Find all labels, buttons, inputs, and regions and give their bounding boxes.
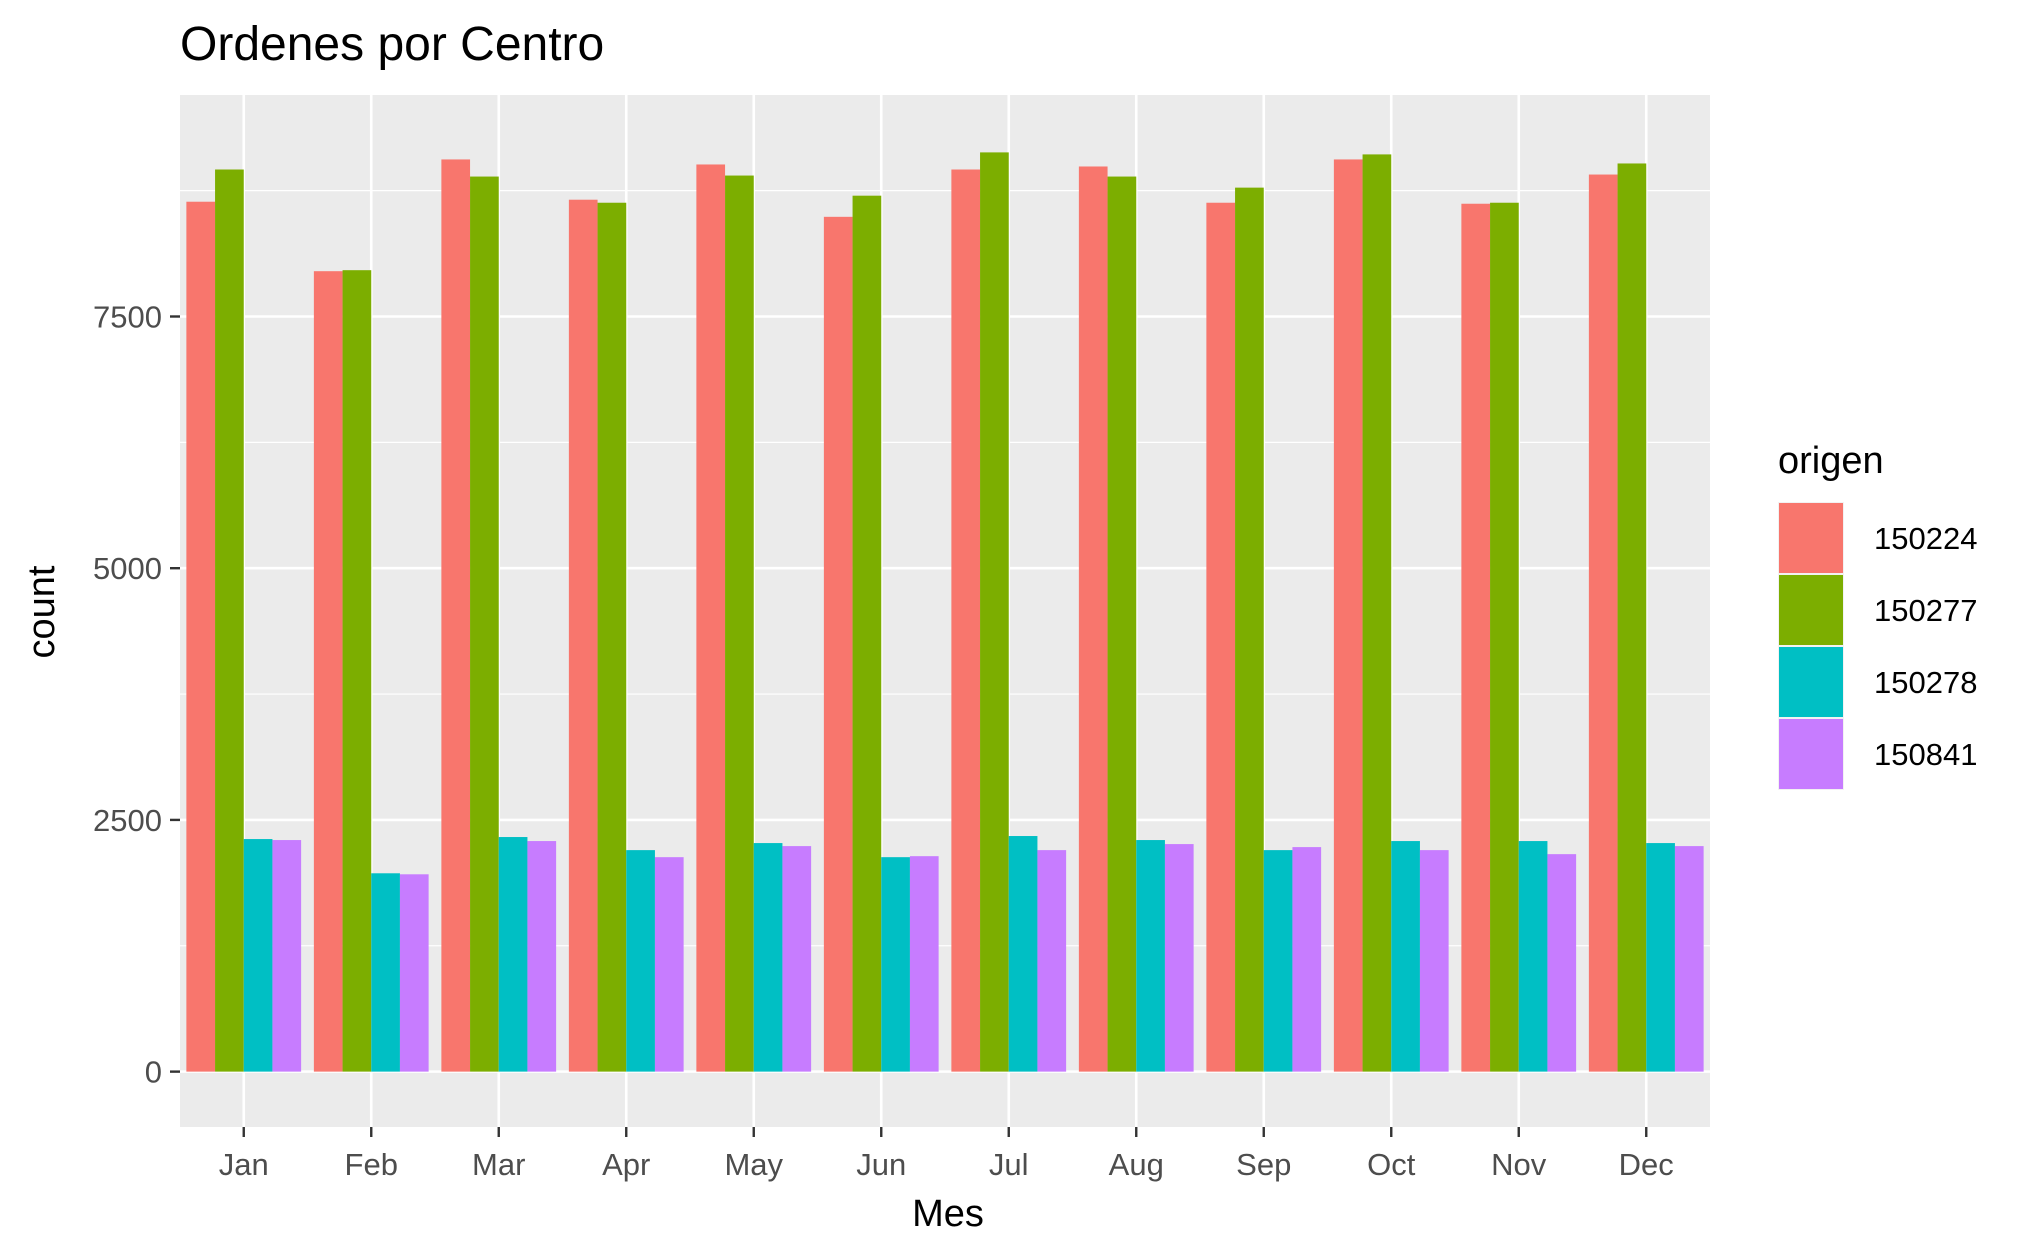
bar-150224-feb: [313, 271, 343, 1072]
x-tick-label-apr: Apr: [602, 1147, 650, 1182]
bar-150278-may: [753, 843, 783, 1072]
bar-150278-apr: [626, 850, 655, 1072]
x-tick-label-mar: Mar: [472, 1147, 525, 1182]
bar-150278-sep: [1263, 850, 1293, 1072]
chart-title: Ordenes por Centro: [180, 18, 604, 71]
bar-150841-aug: [1164, 844, 1194, 1072]
bar-150277-nov: [1490, 202, 1519, 1072]
panel-background: [180, 95, 1710, 1127]
y-tick-label: 2500: [93, 803, 162, 838]
y-axis-title: count: [21, 565, 63, 658]
legend-label-150224: 150224: [1874, 521, 1977, 556]
legend-label-150278: 150278: [1874, 665, 1977, 700]
legend-label-150841: 150841: [1874, 737, 1977, 772]
bar-150277-apr: [597, 202, 627, 1072]
bar-150277-mar: [470, 176, 499, 1072]
legend-swatch-150224: [1779, 503, 1843, 573]
y-tick-label: 0: [145, 1055, 162, 1090]
bar-150278-aug: [1136, 840, 1165, 1072]
y-tick-label: 7500: [93, 300, 162, 335]
x-tick-label-jul: Jul: [989, 1147, 1029, 1182]
bar-150224-may: [696, 164, 726, 1072]
bar-150224-jun: [823, 216, 853, 1072]
bar-150224-oct: [1333, 159, 1363, 1072]
x-axis-title: Mes: [912, 1193, 984, 1235]
x-tick-label-jan: Jan: [219, 1147, 269, 1182]
bar-150224-mar: [441, 159, 471, 1072]
plot-panel: [180, 95, 1710, 1127]
x-tick-label-dec: Dec: [1619, 1147, 1674, 1182]
legend-swatch-150278: [1779, 647, 1843, 717]
bar-150224-apr: [568, 199, 598, 1072]
bar-150277-oct: [1362, 154, 1392, 1072]
legend-swatch-150841: [1779, 719, 1843, 789]
x-tick-label-oct: Oct: [1367, 1147, 1416, 1182]
bar-150224-aug: [1078, 166, 1108, 1072]
bar-150277-dec: [1617, 163, 1647, 1072]
x-tick-label-nov: Nov: [1491, 1147, 1547, 1182]
bar-150224-jul: [951, 169, 981, 1072]
y-axis: 0 2500 5000 7500: [93, 300, 180, 1090]
bar-150841-jun: [909, 856, 939, 1072]
y-tick-label: 5000: [93, 551, 162, 586]
bar-150841-nov: [1547, 854, 1577, 1072]
bar-150841-apr: [654, 857, 684, 1072]
bar-150277-jul: [980, 152, 1009, 1072]
bar-150277-feb: [342, 270, 372, 1072]
bar-150277-jun: [852, 195, 882, 1072]
x-tick-label-feb: Feb: [345, 1147, 398, 1182]
bar-150278-jul: [1008, 836, 1038, 1072]
x-tick-label-may: May: [724, 1147, 783, 1182]
bar-150224-jan: [186, 201, 216, 1072]
bar-150277-sep: [1235, 187, 1264, 1072]
bar-150277-may: [725, 175, 754, 1072]
legend-title: origen: [1778, 440, 1884, 482]
bar-150278-jan: [243, 839, 273, 1072]
bar-150277-jan: [215, 169, 244, 1072]
x-tick-label-jun: Jun: [856, 1147, 906, 1182]
x-axis: Jan Feb Mar Apr May Jun Jul Aug Sep Oct Nov Dec: [219, 1127, 1674, 1182]
bar-150841-oct: [1419, 850, 1449, 1072]
bar-150278-feb: [371, 873, 400, 1072]
bar-150841-feb: [399, 874, 429, 1072]
bar-150841-may: [782, 846, 812, 1072]
x-tick-label-aug: Aug: [1109, 1147, 1164, 1182]
bar-150841-jul: [1037, 850, 1067, 1072]
x-tick-label-sep: Sep: [1236, 1147, 1291, 1182]
bar-150224-dec: [1588, 174, 1618, 1072]
legend-swatch-150277: [1779, 575, 1843, 645]
legend-label-150277: 150277: [1874, 593, 1977, 628]
bar-150277-aug: [1107, 176, 1137, 1072]
bar-150841-jan: [272, 840, 302, 1072]
bar-150841-sep: [1292, 847, 1322, 1072]
bar-150841-mar: [527, 841, 557, 1072]
bar-150278-oct: [1391, 841, 1420, 1072]
bar-150278-nov: [1518, 841, 1548, 1072]
bar-150224-nov: [1461, 203, 1491, 1072]
bar-150278-jun: [881, 857, 910, 1072]
bar-150278-mar: [498, 837, 528, 1072]
legend: origen 150224 150277 150278 150841: [1778, 440, 1977, 790]
bar-150278-dec: [1646, 843, 1675, 1072]
bar-150224-sep: [1206, 202, 1236, 1072]
bar-150841-dec: [1674, 846, 1704, 1072]
